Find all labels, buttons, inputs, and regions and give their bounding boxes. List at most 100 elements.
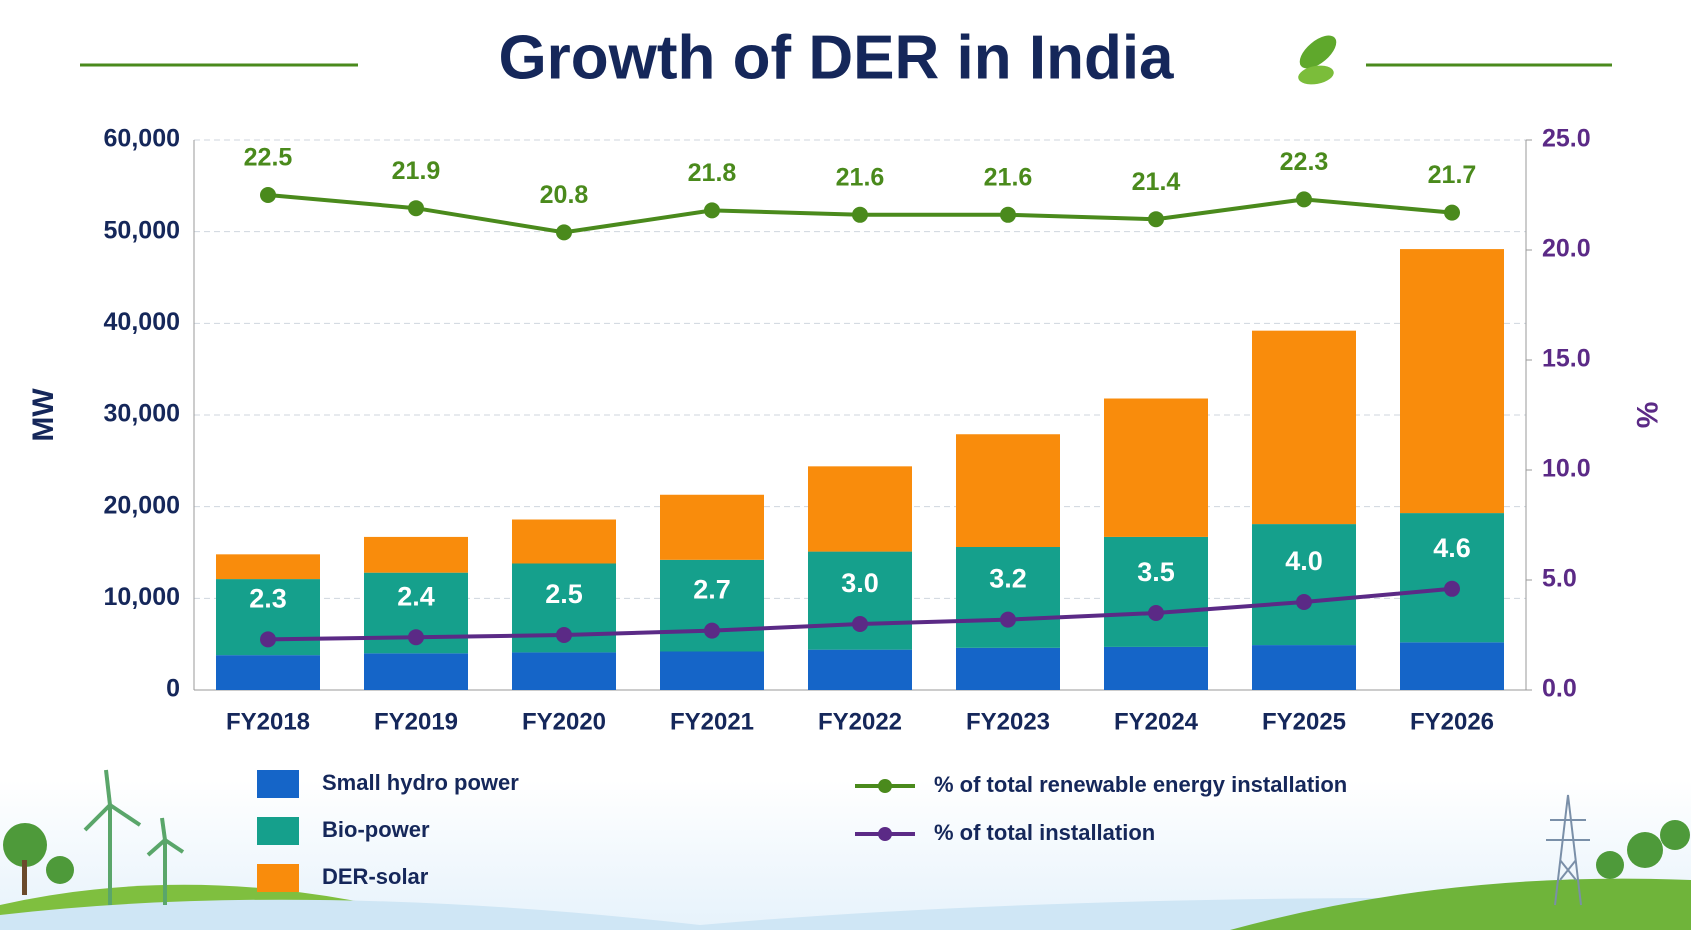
- bar: [1400, 249, 1504, 514]
- bar: [364, 536, 468, 573]
- line-point: [1444, 580, 1460, 597]
- data-label: 21.4: [1132, 168, 1181, 196]
- line-point: [1296, 191, 1312, 208]
- data-label: 21.6: [984, 163, 1033, 191]
- leaf-icon: [1298, 35, 1337, 85]
- bar: [956, 434, 1060, 547]
- line-point: [1148, 211, 1164, 228]
- x-tick-label: FY2024: [1114, 708, 1199, 735]
- bar: [808, 649, 912, 690]
- x-tick-label: FY2026: [1410, 708, 1494, 735]
- bar: [1104, 646, 1208, 690]
- data-label: 4.0: [1285, 546, 1323, 576]
- bar: [216, 554, 320, 580]
- y-tick-label: 60,000: [104, 125, 180, 153]
- bar: [956, 647, 1060, 690]
- data-label: 4.6: [1433, 533, 1471, 563]
- y-tick-label: 20,000: [104, 491, 180, 519]
- y-tick-label: 30,000: [104, 400, 180, 428]
- x-tick-label: FY2025: [1262, 708, 1346, 735]
- legend-marker: [878, 779, 892, 793]
- bar: [1252, 645, 1356, 690]
- bar: [1104, 536, 1208, 647]
- x-tick-label: FY2021: [670, 708, 754, 735]
- legend-swatch: [257, 770, 299, 798]
- data-label: 21.7: [1428, 161, 1477, 189]
- legend-label: DER-solar: [322, 864, 429, 889]
- line-point: [704, 202, 720, 219]
- chart-title: Growth of DER in India: [498, 23, 1174, 92]
- data-label: 20.8: [540, 181, 589, 209]
- line-point: [1148, 605, 1164, 621]
- line-point: [1444, 204, 1460, 221]
- data-label: 2.4: [397, 581, 435, 611]
- legend-swatch: [257, 817, 299, 845]
- bar: [512, 652, 616, 690]
- bar: [660, 651, 764, 690]
- y2-tick-label: 20.0: [1542, 235, 1591, 263]
- bar: [956, 547, 1060, 648]
- hill: [1230, 878, 1691, 930]
- bar: [660, 494, 764, 560]
- bar: [1252, 330, 1356, 525]
- bar: [1400, 513, 1504, 643]
- line-point: [556, 627, 572, 643]
- data-label: 22.3: [1280, 148, 1329, 176]
- x-tick-label: FY2020: [522, 708, 606, 735]
- data-label: 21.9: [392, 157, 441, 185]
- data-label: 2.7: [693, 575, 731, 605]
- legend-label: % of total renewable energy installation: [934, 772, 1347, 797]
- data-label: 22.5: [244, 144, 293, 172]
- line-point: [556, 224, 572, 241]
- data-label: 2.5: [545, 579, 583, 609]
- line-point: [260, 631, 276, 648]
- y2-tick-label: 10.0: [1542, 455, 1591, 483]
- line-point: [852, 616, 868, 632]
- legend-label: Small hydro power: [322, 770, 519, 795]
- line-point: [704, 622, 720, 639]
- line-point: [1000, 611, 1016, 628]
- data-label: 2.3: [249, 584, 287, 614]
- x-tick-label: FY2022: [818, 708, 902, 735]
- y2-tick-label: 25.0: [1542, 125, 1591, 153]
- y-tick-label: 0: [166, 675, 180, 703]
- y-tick-label: 40,000: [104, 308, 180, 336]
- legend-marker: [878, 827, 892, 841]
- y-tick-label: 10,000: [104, 583, 180, 611]
- y2-tick-label: 15.0: [1542, 345, 1591, 373]
- data-label: 21.8: [688, 159, 737, 187]
- y2-tick-label: 0.0: [1542, 675, 1577, 703]
- bar: [364, 653, 468, 690]
- y-tick-label: 50,000: [104, 216, 180, 244]
- bar: [1400, 642, 1504, 690]
- data-label: 3.2: [989, 564, 1027, 594]
- bar: [808, 551, 912, 650]
- wind-turbine: [83, 769, 185, 905]
- x-tick-label: FY2018: [226, 708, 310, 735]
- bar: [808, 466, 912, 552]
- y2-axis-label: %: [1630, 402, 1663, 429]
- data-label: 21.6: [836, 163, 885, 191]
- pylon: [1546, 794, 1590, 906]
- line-point: [260, 187, 276, 203]
- y2-tick-label: 5.0: [1542, 565, 1577, 593]
- line-point: [1296, 594, 1312, 610]
- line-point: [852, 206, 868, 223]
- legend-label: Bio-power: [322, 817, 430, 842]
- y-axis-label: MW: [27, 388, 60, 442]
- legend-label: % of total installation: [934, 820, 1155, 845]
- bar: [1104, 398, 1208, 537]
- bar: [216, 655, 320, 690]
- data-label: 3.0: [841, 568, 879, 598]
- line-point: [408, 200, 424, 217]
- x-tick-label: FY2023: [966, 708, 1050, 735]
- bar: [512, 519, 616, 564]
- bar: [1252, 524, 1356, 646]
- legend-swatch: [257, 864, 299, 892]
- line-point: [408, 629, 424, 646]
- data-label: 3.5: [1137, 557, 1175, 587]
- line-point: [1000, 206, 1016, 223]
- trees: [3, 820, 1690, 895]
- x-tick-label: FY2019: [374, 708, 458, 735]
